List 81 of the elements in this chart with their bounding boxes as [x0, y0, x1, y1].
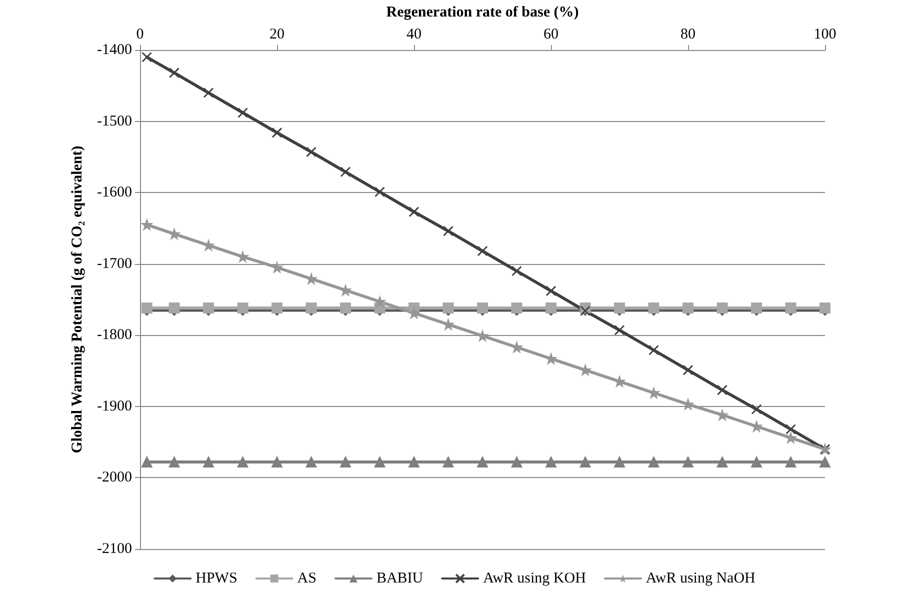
point — [203, 88, 214, 98]
point — [785, 456, 796, 468]
legend-label: AwR using NaOH — [646, 570, 756, 586]
legend-label: BABIU — [376, 570, 424, 586]
point — [511, 456, 522, 468]
point — [546, 286, 556, 296]
point — [580, 364, 591, 376]
point — [682, 364, 694, 376]
point — [306, 273, 317, 284]
point — [682, 398, 694, 410]
y-tick-label: -1500 — [97, 113, 132, 130]
x-axis-title: Regeneration rate of base (%) — [386, 4, 579, 20]
point — [648, 387, 660, 398]
point — [716, 409, 728, 420]
y-tick-label: -1800 — [97, 327, 132, 344]
point — [546, 353, 556, 364]
point — [751, 404, 762, 415]
point — [237, 456, 248, 468]
point — [141, 456, 152, 468]
point — [340, 284, 351, 296]
y-tick-label: -1400 — [97, 42, 132, 58]
y-tick-label: -1900 — [97, 398, 132, 414]
x-tick-label: 100 — [814, 26, 836, 42]
x-tick-label: 40 — [406, 26, 422, 42]
point — [203, 456, 214, 468]
point — [238, 107, 248, 118]
point — [717, 384, 728, 396]
point — [614, 456, 625, 468]
point — [374, 296, 386, 308]
x-tick-label: 0 — [136, 26, 144, 42]
point — [751, 456, 762, 468]
point — [272, 456, 282, 468]
point — [306, 456, 317, 468]
point — [340, 166, 351, 178]
point — [546, 456, 556, 468]
point — [614, 376, 625, 387]
point — [614, 324, 625, 336]
point — [443, 226, 454, 236]
point — [237, 251, 248, 262]
point — [272, 127, 282, 138]
point — [168, 228, 180, 240]
point — [477, 330, 488, 342]
point — [785, 432, 796, 444]
point — [272, 262, 282, 273]
point — [477, 456, 488, 468]
x-tick-label: 80 — [680, 26, 696, 42]
point — [374, 456, 386, 468]
point — [442, 456, 454, 468]
y-axis-title: Global Warming Potential (g of CO₂ equivalent) — [70, 146, 86, 454]
point — [511, 342, 522, 353]
y-tick-label: -2000 — [97, 470, 132, 486]
point — [169, 68, 180, 78]
x-tick-label: 60 — [544, 26, 558, 42]
legend-label: AwR using KOH — [483, 570, 586, 586]
point — [648, 344, 659, 356]
point — [306, 146, 316, 158]
point — [580, 456, 591, 468]
point — [648, 456, 660, 468]
point — [751, 420, 762, 432]
point — [682, 456, 694, 468]
point — [408, 206, 420, 218]
legend-label: HPWS — [196, 570, 238, 586]
legend-label: AS — [297, 570, 316, 586]
point — [142, 52, 152, 62]
y-tick-label: -2100 — [97, 541, 132, 557]
point — [374, 186, 385, 198]
point — [408, 308, 420, 319]
point — [168, 456, 180, 468]
point — [442, 318, 454, 330]
x-tick-label: 20 — [270, 26, 284, 42]
y-tick-label: -1600 — [97, 184, 132, 201]
point — [141, 219, 152, 230]
y-tick-label: -1700 — [97, 256, 132, 272]
point — [340, 456, 351, 468]
point — [477, 246, 488, 256]
point — [786, 424, 796, 434]
point — [203, 240, 214, 251]
point — [820, 456, 830, 468]
point — [512, 266, 522, 276]
point — [716, 456, 728, 468]
point — [408, 456, 420, 468]
